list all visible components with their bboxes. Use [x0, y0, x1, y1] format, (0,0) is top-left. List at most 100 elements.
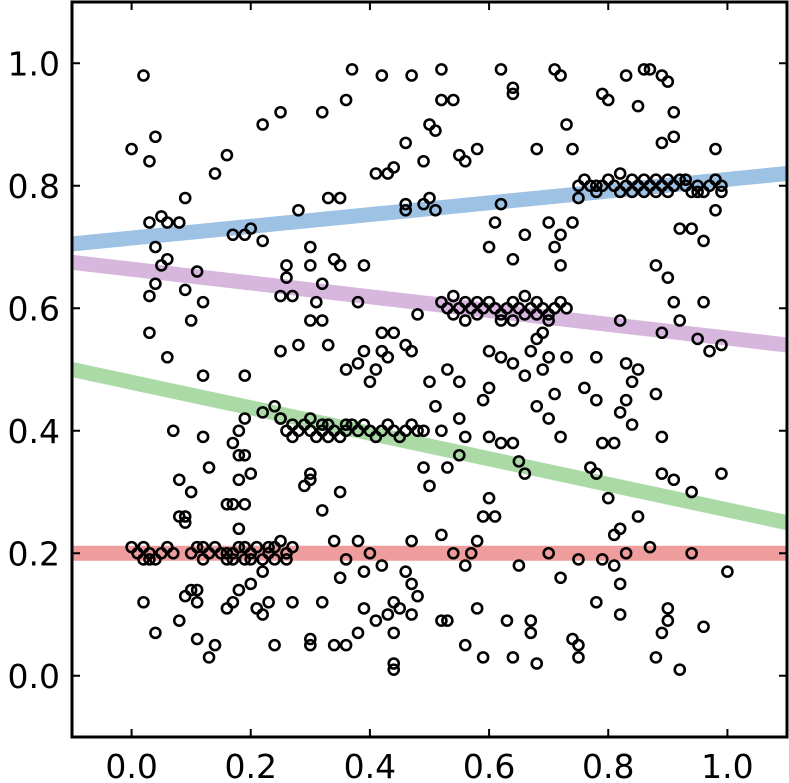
data-point — [381, 350, 395, 364]
data-point — [375, 326, 389, 340]
data-point — [226, 595, 240, 609]
data-point — [691, 185, 704, 199]
data-point — [429, 124, 442, 137]
data-point — [435, 528, 448, 542]
data-point — [536, 363, 550, 376]
data-point — [560, 350, 573, 364]
data-point — [595, 436, 609, 450]
data-point — [137, 595, 150, 609]
data-point — [566, 142, 579, 156]
data-point — [304, 467, 317, 480]
data-point — [274, 412, 287, 425]
data-point — [333, 191, 347, 205]
data-point — [685, 546, 698, 560]
data-point — [333, 485, 347, 499]
data-point — [143, 289, 156, 303]
axes-frame — [70, 0, 789, 739]
data-point — [482, 491, 496, 505]
data-point — [637, 173, 651, 186]
data-point — [351, 534, 365, 548]
data-point — [405, 418, 418, 431]
data-point — [327, 252, 341, 266]
data-point — [399, 203, 412, 217]
data-point — [667, 473, 681, 487]
data-point — [631, 363, 645, 376]
data-point — [321, 338, 335, 352]
data-point — [595, 553, 609, 566]
data-point — [578, 381, 591, 395]
data-point — [619, 69, 633, 82]
data-point — [488, 216, 502, 229]
data-point — [345, 63, 359, 76]
data-point — [250, 540, 264, 554]
data-point — [184, 314, 198, 327]
data-point — [351, 626, 365, 640]
data-point — [482, 344, 496, 358]
data-point — [339, 638, 353, 652]
data-point — [399, 197, 412, 211]
data-point — [715, 179, 728, 193]
data-point — [393, 602, 407, 615]
data-point — [655, 467, 669, 480]
data-point — [506, 314, 520, 327]
data-point — [464, 546, 478, 560]
data-point — [238, 412, 252, 425]
data-point — [590, 179, 603, 193]
x-tick-label: 0.4 — [344, 747, 396, 783]
data-point — [417, 461, 430, 474]
data-point — [447, 93, 460, 107]
data-point — [476, 651, 490, 664]
data-point — [530, 295, 544, 309]
data-point — [405, 69, 418, 82]
data-point — [697, 620, 710, 634]
data-point — [369, 614, 383, 627]
data-point — [554, 69, 567, 82]
data-point — [238, 369, 252, 382]
data-point — [375, 69, 389, 82]
x-tick-label: 1.0 — [701, 747, 753, 783]
data-point — [560, 118, 573, 131]
data-point — [304, 314, 317, 327]
data-point — [715, 185, 728, 199]
data-point — [548, 240, 561, 254]
data-point — [232, 424, 246, 438]
data-point — [178, 589, 192, 603]
data-point — [655, 326, 669, 340]
data-point — [685, 222, 698, 235]
data-point — [238, 497, 252, 511]
data-point — [220, 148, 234, 162]
data-point — [613, 522, 627, 536]
data-point — [369, 167, 383, 180]
data-point — [202, 461, 216, 474]
data-point — [327, 534, 341, 548]
data-point — [369, 363, 383, 376]
data-point — [292, 203, 305, 217]
data-point — [429, 203, 442, 217]
data-point — [143, 154, 156, 168]
data-point — [304, 632, 317, 646]
data-point — [542, 412, 555, 425]
data-point — [196, 369, 210, 382]
data-point — [595, 87, 609, 101]
data-point — [530, 332, 544, 346]
data-point — [661, 75, 675, 88]
data-point — [399, 565, 412, 578]
data-point — [405, 534, 418, 548]
data-point — [709, 142, 722, 156]
data-point — [244, 553, 258, 566]
data-point — [476, 510, 490, 523]
data-point — [488, 510, 502, 523]
data-point — [166, 546, 180, 560]
data-point — [405, 344, 418, 358]
data-point — [315, 105, 329, 119]
data-point — [715, 338, 728, 352]
data-point — [149, 130, 162, 144]
data-point — [572, 638, 585, 652]
data-point — [625, 418, 639, 431]
data-point — [339, 553, 353, 566]
data-point — [607, 528, 621, 542]
data-point — [190, 583, 204, 597]
data-point — [399, 136, 412, 150]
data-point — [262, 540, 275, 554]
data-point — [280, 553, 293, 566]
